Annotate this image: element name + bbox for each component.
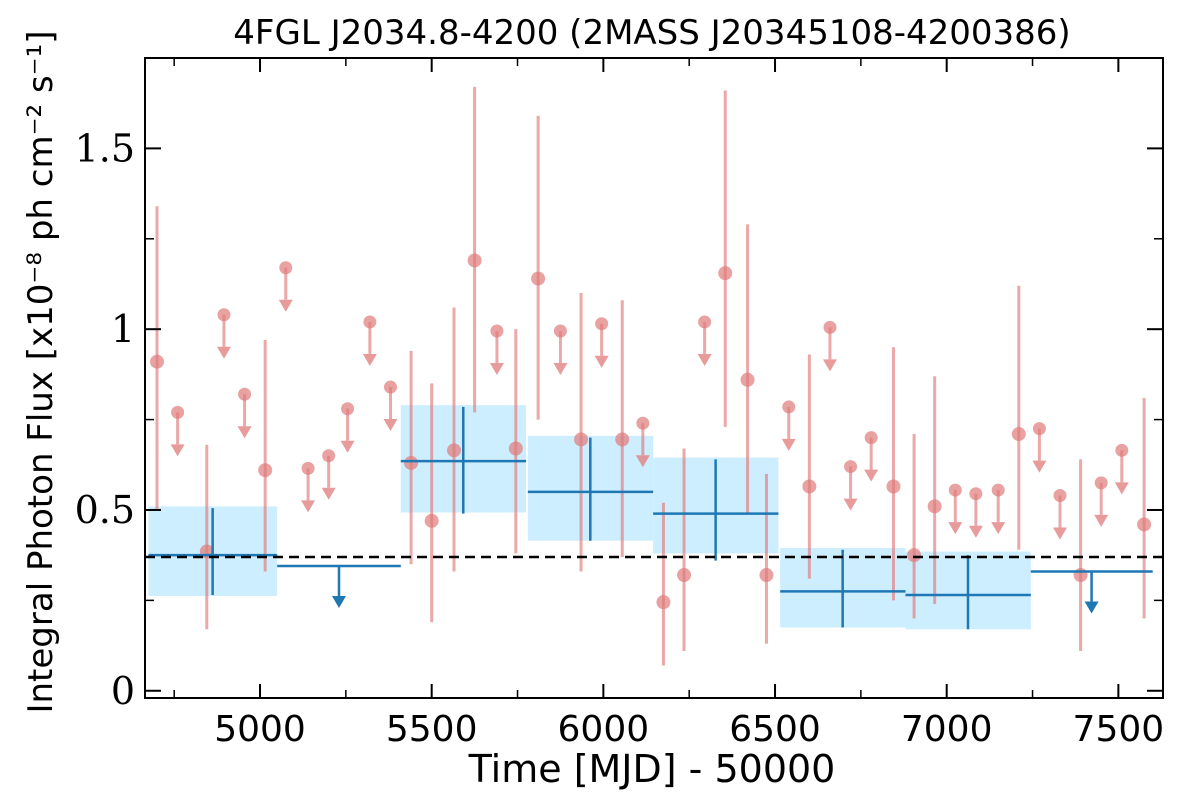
monthly-flux-point — [508, 441, 523, 456]
monthly-upper-limit-arrow — [340, 440, 355, 453]
monthly-flux-point — [927, 499, 942, 514]
monthly-upper-limit-arrow — [864, 469, 879, 482]
x-tick-label: 5500 — [386, 709, 478, 750]
monthly-upper-limit-arrow — [301, 500, 316, 513]
monthly-upper-limit-arrow — [968, 525, 983, 538]
monthly-flux-point — [1137, 517, 1152, 532]
monthly-upper-limit-arrow — [170, 444, 185, 457]
yearly-bins — [148, 406, 1153, 630]
monthly-upper-limit-arrow — [1114, 482, 1129, 495]
y-axis-label: Integral Photon Flux [x10⁻⁸ ph cm⁻² s⁻¹] — [21, 30, 61, 713]
y-tick-label: 0.5 — [75, 488, 135, 532]
x-tick-label: 5000 — [214, 709, 306, 750]
yearly-upper-limit-arrow — [1084, 601, 1099, 614]
monthly-upper-limit-arrow — [1052, 527, 1067, 540]
monthly-upper-limit-arrow — [948, 522, 963, 535]
axis-ticks: 5000 5500 6000 6500 7000 7500 0 0.5 1 1.5 — [75, 58, 1165, 750]
monthly-flux-point — [1073, 568, 1088, 583]
monthly-flux-point — [447, 443, 462, 458]
monthly-flux-point — [907, 548, 922, 563]
monthly-upper-limit-arrow — [1032, 460, 1047, 473]
monthly-flux-point — [759, 568, 774, 583]
monthly-flux-point — [1011, 427, 1026, 442]
chart-title: 4FGL J2034.8-4200 (2MASS J20345108-42003… — [233, 13, 1070, 53]
monthly-flux-point — [656, 595, 671, 610]
monthly-flux-point — [258, 463, 273, 478]
monthly-flux-point — [802, 479, 817, 494]
monthly-upper-limit-arrow — [553, 362, 568, 375]
x-tick-label: 7000 — [901, 709, 993, 750]
monthly-flux-point — [886, 479, 901, 494]
monthly-flux-point — [615, 432, 630, 447]
monthly-flux-point — [718, 266, 733, 281]
monthly-upper-limit-arrow — [697, 353, 712, 366]
monthly-flux-point — [467, 253, 482, 268]
monthly-upper-limit-arrow — [216, 346, 231, 359]
monthly-upper-limit-arrow — [278, 299, 293, 312]
monthly-upper-limit-arrow — [362, 353, 377, 366]
monthly-upper-limit-arrow — [321, 487, 336, 500]
monthly-upper-limit-arrow — [237, 426, 252, 439]
monthly-flux-point — [424, 513, 439, 528]
monthly-upper-limit-arrow — [781, 438, 796, 451]
monthly-flux-point — [404, 455, 419, 470]
monthly-upper-limit-arrow — [383, 419, 398, 432]
y-tick-label: 0 — [111, 669, 135, 713]
monthly-flux-point — [574, 432, 589, 447]
monthly-flux-point — [677, 568, 692, 583]
x-tick-label: 7500 — [1073, 709, 1165, 750]
monthly-flux-point — [740, 372, 755, 387]
monthly-upper-limit-arrow — [594, 355, 609, 368]
yearly-upper-limit-arrow — [331, 596, 346, 609]
monthly-upper-limit-arrow — [489, 362, 504, 375]
x-axis-label: Time [MJD] - 50000 — [468, 747, 836, 791]
monthly-upper-limit-arrow — [635, 455, 650, 468]
monthly-upper-limit-arrow — [843, 498, 858, 511]
monthly-flux-point — [531, 271, 546, 286]
y-tick-label: 1 — [111, 307, 135, 351]
monthly-flux-point — [150, 354, 165, 369]
x-tick-label: 6000 — [558, 709, 650, 750]
y-tick-label: 1.5 — [75, 126, 135, 170]
monthly-upper-limit-arrow — [1094, 514, 1109, 527]
x-tick-label: 6500 — [729, 709, 821, 750]
plot-frame — [144, 57, 1164, 699]
monthly-upper-limit-arrow — [991, 522, 1006, 535]
monthly-upper-limit-arrow — [822, 359, 837, 372]
